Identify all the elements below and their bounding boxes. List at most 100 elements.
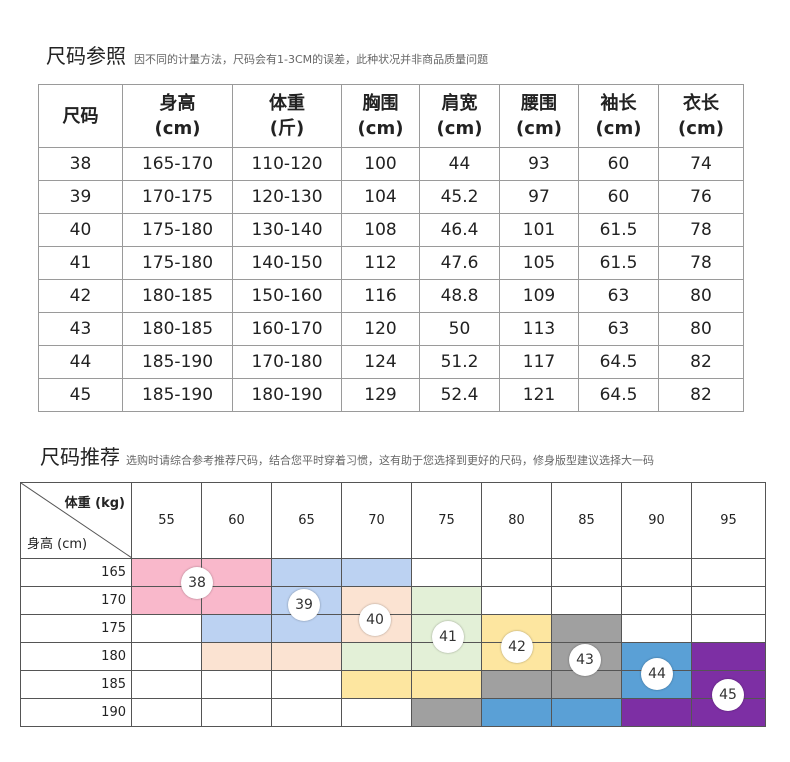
size-table-cell: 97	[499, 180, 579, 214]
size-table-cell: 60	[578, 147, 659, 181]
grid-cell	[551, 586, 622, 615]
grid-cell	[201, 586, 272, 615]
grid-corner-cell: 体重 (kg) 身高 (cm)	[20, 482, 132, 559]
size-table-row: 41 175-180 140-150 112 47.6 105 61.5 78	[38, 246, 744, 280]
grid-cell	[131, 614, 202, 643]
height-row: 170	[20, 586, 766, 615]
grid-cell	[271, 698, 342, 727]
size-recommendation-heading: 尺码推荐 选购时请综合参考推荐尺码，结合您平时穿着习惯，这有助于您选择到更好的尺…	[40, 441, 654, 470]
size-table-cell: 42	[38, 279, 123, 313]
height-header-cell: 身高 (cm)	[122, 84, 233, 148]
size-table-cell: 124	[341, 345, 420, 379]
size-table-cell: 43	[38, 312, 123, 346]
size-table-cell: 82	[658, 378, 744, 412]
height-row: 175	[20, 614, 766, 643]
size-table-cell: 63	[578, 279, 659, 313]
size-table-cell: 160-170	[232, 312, 342, 346]
size-table-cell: 80	[658, 279, 744, 313]
size-recommendation-note: 选购时请综合参考推荐尺码，结合您平时穿着习惯，这有助于您选择到更好的尺码，修身版…	[126, 454, 654, 467]
size-recommendation-grid: 体重 (kg) 身高 (cm) 55 60 65 70 75 80 85 90 95 165 17…	[20, 482, 766, 727]
size-recommendation-title: 尺码推荐	[40, 445, 120, 469]
size-table-cell: 112	[341, 246, 420, 280]
size-table-cell: 170-175	[122, 180, 233, 214]
grid-cell	[411, 670, 482, 699]
size-table-cell: 51.2	[419, 345, 500, 379]
grid-cell	[621, 586, 692, 615]
size-table-cell: 117	[499, 345, 579, 379]
size-table-cell: 61.5	[578, 246, 659, 280]
weight-column-header: 85	[551, 482, 622, 559]
size-table-cell: 185-190	[122, 345, 233, 379]
weight-axis-label: 体重 (kg)	[64, 496, 125, 511]
grid-cell	[131, 698, 202, 727]
size-table-header-row: 尺码 身高 (cm) 体重 (斤) 胸围 (cm) 肩宽 (cm) 腰围 (cm) 袖长(…	[38, 84, 744, 148]
size-table-cell: 47.6	[419, 246, 500, 280]
size-table-cell: 64.5	[578, 345, 659, 379]
size-table-row: 44 185-190 170-180 124 51.2 117 64.5 82	[38, 345, 744, 379]
height-row: 165	[20, 558, 766, 587]
size-table-cell: 64.5	[578, 378, 659, 412]
sleeve-header-cell: 袖长 (cm)	[578, 84, 659, 148]
size-table-cell: 38	[38, 147, 123, 181]
size-badge: 38	[181, 567, 213, 599]
grid-cell	[201, 670, 272, 699]
grid-cell	[551, 614, 622, 643]
grid-cell	[411, 586, 482, 615]
size-table-cell: 41	[38, 246, 123, 280]
size-table-cell: 74	[658, 147, 744, 181]
grid-cell	[411, 698, 482, 727]
size-table-cell: 104	[341, 180, 420, 214]
size-table-cell: 180-185	[122, 312, 233, 346]
size-table-cell: 45	[38, 378, 123, 412]
size-table-cell: 101	[499, 213, 579, 247]
size-badge: 40	[359, 604, 391, 636]
grid-cell	[411, 558, 482, 587]
size-table-row: 39 170-175 120-130 104 45.2 97 60 76	[38, 180, 744, 214]
height-row-label: 185	[20, 670, 132, 699]
size-table-cell: 180-185	[122, 279, 233, 313]
size-table-cell: 121	[499, 378, 579, 412]
weight-column-header: 75	[411, 482, 482, 559]
size-table-cell: 109	[499, 279, 579, 313]
size-table-cell: 80	[658, 312, 744, 346]
size-table-cell: 82	[658, 345, 744, 379]
grid-cell	[481, 698, 552, 727]
waist-header-cell: 腰围 (cm)	[499, 84, 579, 148]
grid-cell	[621, 698, 692, 727]
grid-cell	[271, 670, 342, 699]
grid-cell	[551, 698, 622, 727]
size-table-cell: 140-150	[232, 246, 342, 280]
size-table-cell: 44	[419, 147, 500, 181]
weight-column-header: 80	[481, 482, 552, 559]
size-table-cell: 44	[38, 345, 123, 379]
size-table-cell: 78	[658, 213, 744, 247]
grid-cell	[481, 670, 552, 699]
size-table-cell: 76	[658, 180, 744, 214]
size-reference-note: 因不同的计量方法，尺码会有1-3CM的误差，此种状况并非商品质量问题	[134, 53, 489, 66]
size-table-cell: 185-190	[122, 378, 233, 412]
grid-cell	[481, 586, 552, 615]
weight-header-cell: 体重 (斤)	[232, 84, 342, 148]
height-axis-label: 身高 (cm)	[27, 537, 88, 552]
height-row-label: 190	[20, 698, 132, 727]
size-table-cell: 48.8	[419, 279, 500, 313]
size-header-cell: 尺码	[38, 84, 123, 148]
size-table-row: 42 180-185 150-160 116 48.8 109 63 80	[38, 279, 744, 313]
grid-cell	[621, 614, 692, 643]
weight-column-header: 65	[271, 482, 342, 559]
size-badge: 45	[712, 679, 744, 711]
grid-cell	[341, 558, 412, 587]
grid-cell	[201, 642, 272, 671]
size-badge: 42	[501, 631, 533, 663]
grid-cell	[341, 670, 412, 699]
size-table-cell: 93	[499, 147, 579, 181]
size-reference-table: 尺码 身高 (cm) 体重 (斤) 胸围 (cm) 肩宽 (cm) 腰围 (cm) 袖长(…	[38, 84, 744, 412]
size-table-cell: 40	[38, 213, 123, 247]
size-table-cell: 110-120	[232, 147, 342, 181]
size-table-cell: 46.4	[419, 213, 500, 247]
grid-cell	[551, 670, 622, 699]
grid-cell	[551, 558, 622, 587]
grid-cell	[691, 586, 766, 615]
size-table-cell: 63	[578, 312, 659, 346]
weight-column-header: 55	[131, 482, 202, 559]
